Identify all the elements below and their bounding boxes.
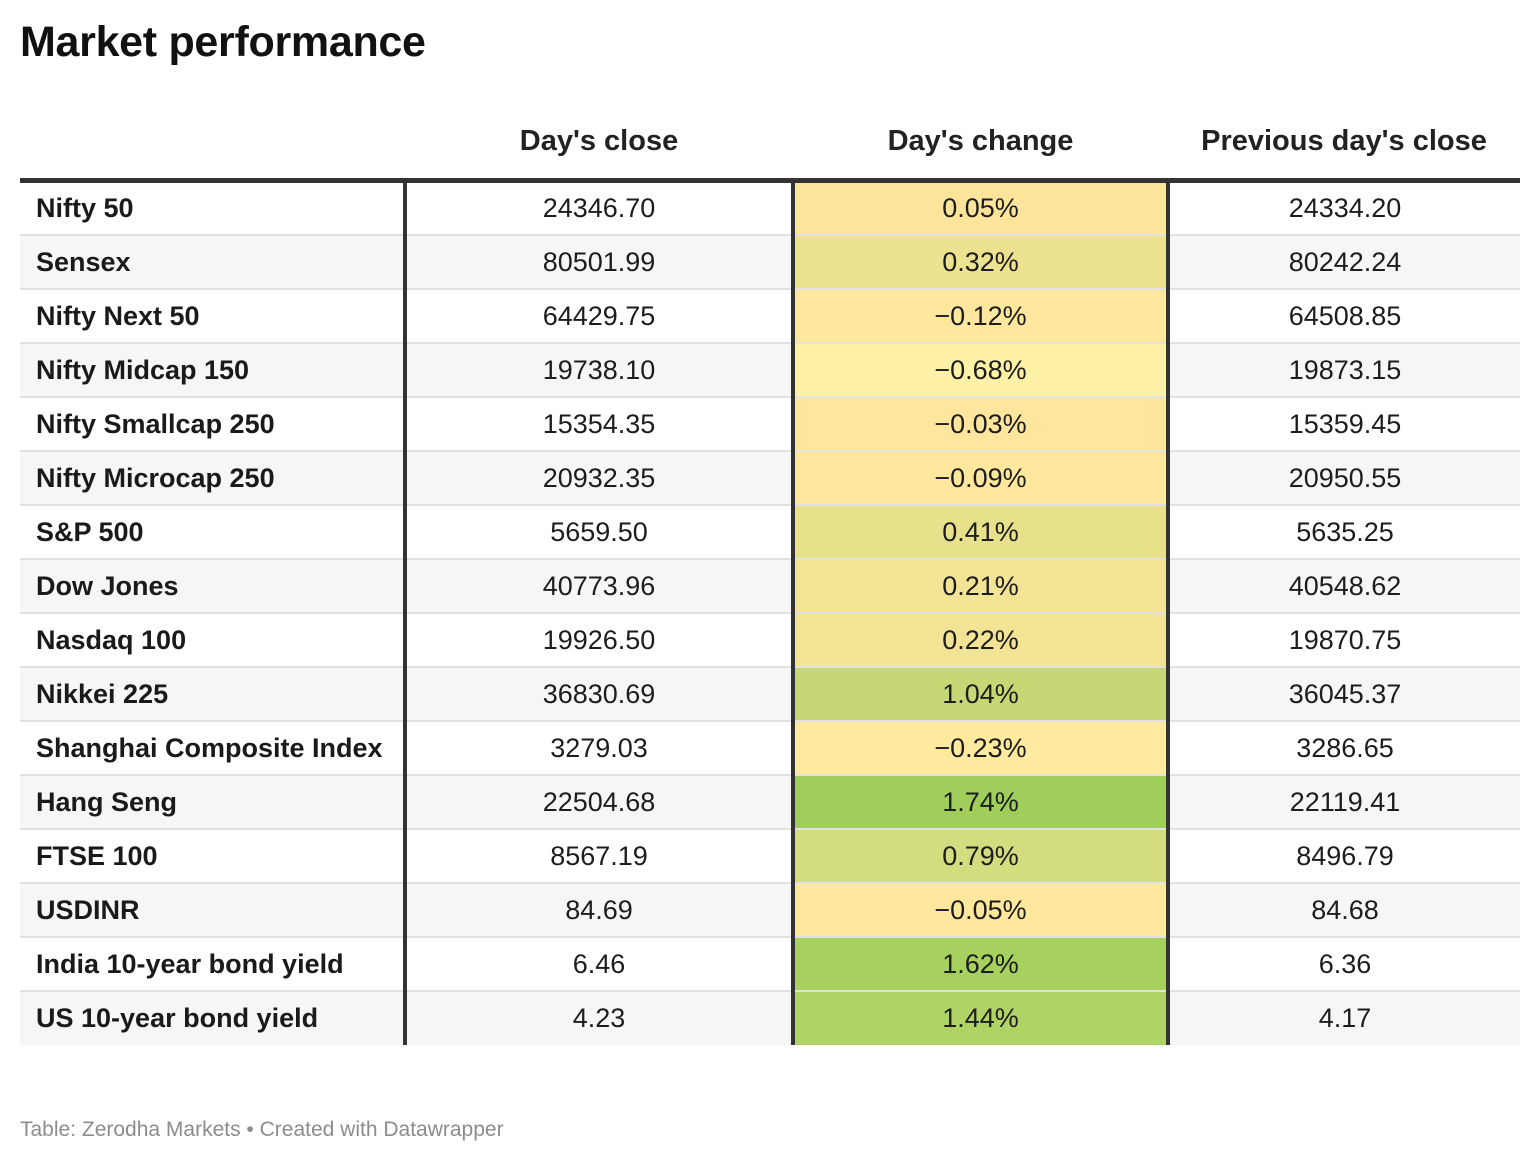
days-close-cell: 64429.75 — [405, 288, 795, 344]
previous-close-cell: 19873.15 — [1168, 342, 1520, 398]
previous-close-cell: 5635.25 — [1168, 504, 1520, 560]
row-name-cell: USDINR — [20, 882, 407, 938]
days-change-cell: −0.68% — [793, 342, 1170, 398]
previous-close-cell: 8496.79 — [1168, 828, 1520, 884]
days-change-cell: −0.05% — [793, 882, 1170, 938]
previous-close-cell: 3286.65 — [1168, 720, 1520, 776]
table-row: Dow Jones 40773.96 0.21% 40548.62 — [20, 558, 1520, 614]
days-close-cell: 8567.19 — [405, 828, 795, 884]
days-change-cell: 1.04% — [793, 666, 1170, 722]
days-change-cell: 0.32% — [793, 234, 1170, 290]
row-name-cell: Sensex — [20, 234, 407, 290]
table-row: Nifty Next 50 64429.75 −0.12% 64508.85 — [20, 288, 1520, 344]
days-change-cell: 1.62% — [793, 936, 1170, 992]
days-close-cell: 22504.68 — [405, 774, 795, 830]
table-row: US 10-year bond yield 4.23 1.44% 4.17 — [20, 990, 1520, 1045]
row-name-cell: Nifty Midcap 150 — [20, 342, 407, 398]
table-row: FTSE 100 8567.19 0.79% 8496.79 — [20, 828, 1520, 884]
days-close-cell: 80501.99 — [405, 234, 795, 290]
previous-close-cell: 20950.55 — [1168, 450, 1520, 506]
source-footer: Table: Zerodha Markets • Created with Da… — [20, 1118, 504, 1141]
days-change-cell: 0.22% — [793, 612, 1170, 668]
column-header-days-close: Day's close — [405, 104, 793, 183]
previous-close-cell: 36045.37 — [1168, 666, 1520, 722]
table-row: India 10-year bond yield 6.46 1.62% 6.36 — [20, 936, 1520, 992]
row-name-cell: India 10-year bond yield — [20, 936, 407, 992]
column-header-days-change: Day's change — [793, 104, 1168, 183]
days-close-cell: 15354.35 — [405, 396, 795, 452]
days-change-cell: −0.23% — [793, 720, 1170, 776]
previous-close-cell: 84.68 — [1168, 882, 1520, 938]
days-close-cell: 4.23 — [405, 990, 795, 1045]
table-row: Nasdaq 100 19926.50 0.22% 19870.75 — [20, 612, 1520, 668]
row-name-cell: Nifty 50 — [20, 180, 407, 236]
days-close-cell: 5659.50 — [405, 504, 795, 560]
page-title: Market performance — [20, 18, 426, 66]
previous-close-cell: 6.36 — [1168, 936, 1520, 992]
days-change-cell: −0.09% — [793, 450, 1170, 506]
row-name-cell: Nifty Next 50 — [20, 288, 407, 344]
previous-close-cell: 40548.62 — [1168, 558, 1520, 614]
table-row: Nifty Midcap 150 19738.10 −0.68% 19873.15 — [20, 342, 1520, 398]
column-header-name — [20, 104, 405, 183]
days-close-cell: 19738.10 — [405, 342, 795, 398]
days-close-cell: 3279.03 — [405, 720, 795, 776]
table-row: Nifty Smallcap 250 15354.35 −0.03% 15359.45 — [20, 396, 1520, 452]
previous-close-cell: 80242.24 — [1168, 234, 1520, 290]
row-name-cell: US 10-year bond yield — [20, 990, 407, 1045]
days-change-cell: 1.74% — [793, 774, 1170, 830]
row-name-cell: Shanghai Composite Index — [20, 720, 407, 776]
row-name-cell: Dow Jones — [20, 558, 407, 614]
table-body: Nifty 50 24346.70 0.05% 24334.20 Sensex 80501… — [20, 180, 1520, 1045]
previous-close-cell: 24334.20 — [1168, 180, 1520, 236]
row-name-cell: Nasdaq 100 — [20, 612, 407, 668]
row-name-cell: Nifty Microcap 250 — [20, 450, 407, 506]
row-name-cell: Nifty Smallcap 250 — [20, 396, 407, 452]
row-name-cell: S&P 500 — [20, 504, 407, 560]
days-close-cell: 20932.35 — [405, 450, 795, 506]
table-row: Nifty Microcap 250 20932.35 −0.09% 20950.55 — [20, 450, 1520, 506]
days-close-cell: 24346.70 — [405, 180, 795, 236]
table-row: Hang Seng 22504.68 1.74% 22119.41 — [20, 774, 1520, 830]
table-row: Nifty 50 24346.70 0.05% 24334.20 — [20, 180, 1520, 236]
table-row: Shanghai Composite Index 3279.03 −0.23% 328… — [20, 720, 1520, 776]
row-name-cell: FTSE 100 — [20, 828, 407, 884]
table-row: Nikkei 225 36830.69 1.04% 36045.37 — [20, 666, 1520, 722]
days-close-cell: 40773.96 — [405, 558, 795, 614]
previous-close-cell: 4.17 — [1168, 990, 1520, 1045]
days-close-cell: 36830.69 — [405, 666, 795, 722]
days-change-cell: 1.44% — [793, 990, 1170, 1045]
days-change-cell: 0.05% — [793, 180, 1170, 236]
market-performance-table: Day's close Day's change Previous day's … — [20, 104, 1520, 1045]
days-change-cell: 0.79% — [793, 828, 1170, 884]
table-row: Sensex 80501.99 0.32% 80242.24 — [20, 234, 1520, 290]
days-close-cell: 6.46 — [405, 936, 795, 992]
days-close-cell: 19926.50 — [405, 612, 795, 668]
row-name-cell: Nikkei 225 — [20, 666, 407, 722]
table-row: USDINR 84.69 −0.05% 84.68 — [20, 882, 1520, 938]
table-header-row: Day's close Day's change Previous day's … — [20, 104, 1520, 183]
previous-close-cell: 64508.85 — [1168, 288, 1520, 344]
days-change-cell: −0.12% — [793, 288, 1170, 344]
previous-close-cell: 19870.75 — [1168, 612, 1520, 668]
days-change-cell: 0.21% — [793, 558, 1170, 614]
table-row: S&P 500 5659.50 0.41% 5635.25 — [20, 504, 1520, 560]
days-change-cell: −0.03% — [793, 396, 1170, 452]
previous-close-cell: 22119.41 — [1168, 774, 1520, 830]
days-close-cell: 84.69 — [405, 882, 795, 938]
column-header-previous-close: Previous day's close — [1168, 104, 1520, 183]
previous-close-cell: 15359.45 — [1168, 396, 1520, 452]
row-name-cell: Hang Seng — [20, 774, 407, 830]
days-change-cell: 0.41% — [793, 504, 1170, 560]
